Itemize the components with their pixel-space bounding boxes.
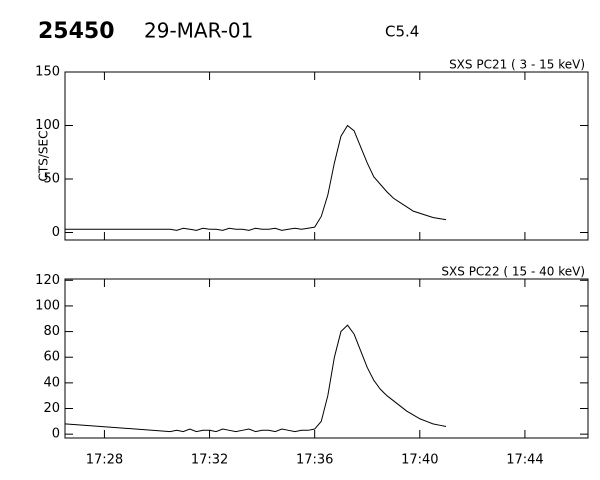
x-tick-label: 17:40 — [401, 453, 438, 468]
panel-title: SXS PC21 ( 3 - 15 keV) — [449, 58, 585, 72]
y-tick-label: 120 — [35, 273, 60, 288]
y-tick-label: 20 — [43, 401, 60, 416]
x-tick-label: 17:36 — [296, 453, 333, 468]
y-tick-label: 60 — [43, 350, 60, 365]
light-curve — [64, 324, 447, 433]
y-tick-label: 100 — [35, 118, 60, 133]
panel-title: SXS PC22 ( 15 - 40 keV) — [441, 265, 585, 279]
event-id: 25450 — [38, 19, 115, 44]
plot-frame — [64, 71, 589, 241]
y-tick-label: 150 — [35, 65, 60, 80]
plot-frame — [64, 278, 589, 439]
x-tick-label: 17:32 — [191, 453, 228, 468]
event-date: 29-MAR-01 — [144, 19, 253, 43]
y-tick-label: 50 — [43, 172, 60, 187]
light-curve — [65, 124, 447, 231]
y-tick-label: 0 — [52, 225, 60, 240]
y-tick-label: 80 — [43, 324, 60, 339]
x-tick-label: 17:28 — [86, 453, 123, 468]
y-tick-label: 100 — [35, 298, 60, 313]
y-tick-label: 40 — [43, 375, 60, 390]
flare-class: C5.4 — [385, 23, 419, 41]
x-tick-label: 17:44 — [506, 453, 543, 468]
y-tick-label: 0 — [52, 427, 60, 442]
y-axis-label: CTS/SEC — [37, 131, 51, 182]
